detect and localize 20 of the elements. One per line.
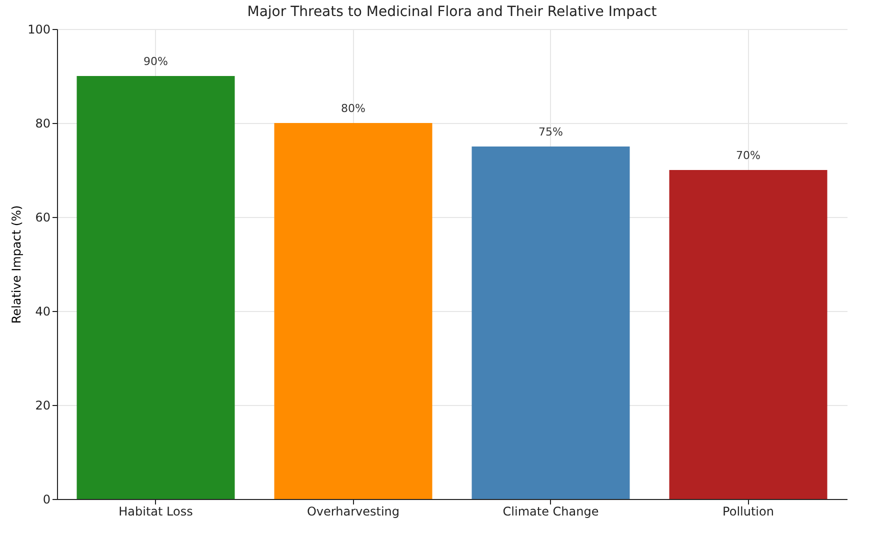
data-label: 70% [736,149,760,162]
data-label: 80% [341,102,366,115]
bar [274,123,432,499]
y-tick-label: 80 [35,116,50,130]
data-label: 75% [538,126,563,138]
x-tick-label: Habitat Loss [118,504,193,518]
y-tick-label: 40 [35,304,50,318]
bar [76,76,235,499]
y-tick-label: 60 [35,210,50,224]
x-tick-label: Overharvesting [306,504,400,518]
x-tick-label: Pollution [722,504,774,518]
chart-title: Major Threats to Medicinal Flora and Their Relative Impact [247,4,658,20]
data-label: 90% [144,55,168,68]
y-tick-label: 0 [42,492,50,506]
y-axis-title: Relative Impact (%) [10,205,24,324]
bar [669,170,828,499]
bar [472,146,630,499]
y-tick-label: 100 [28,22,50,36]
x-tick-label: Climate Change [502,504,599,518]
y-tick-label: 20 [35,398,50,412]
